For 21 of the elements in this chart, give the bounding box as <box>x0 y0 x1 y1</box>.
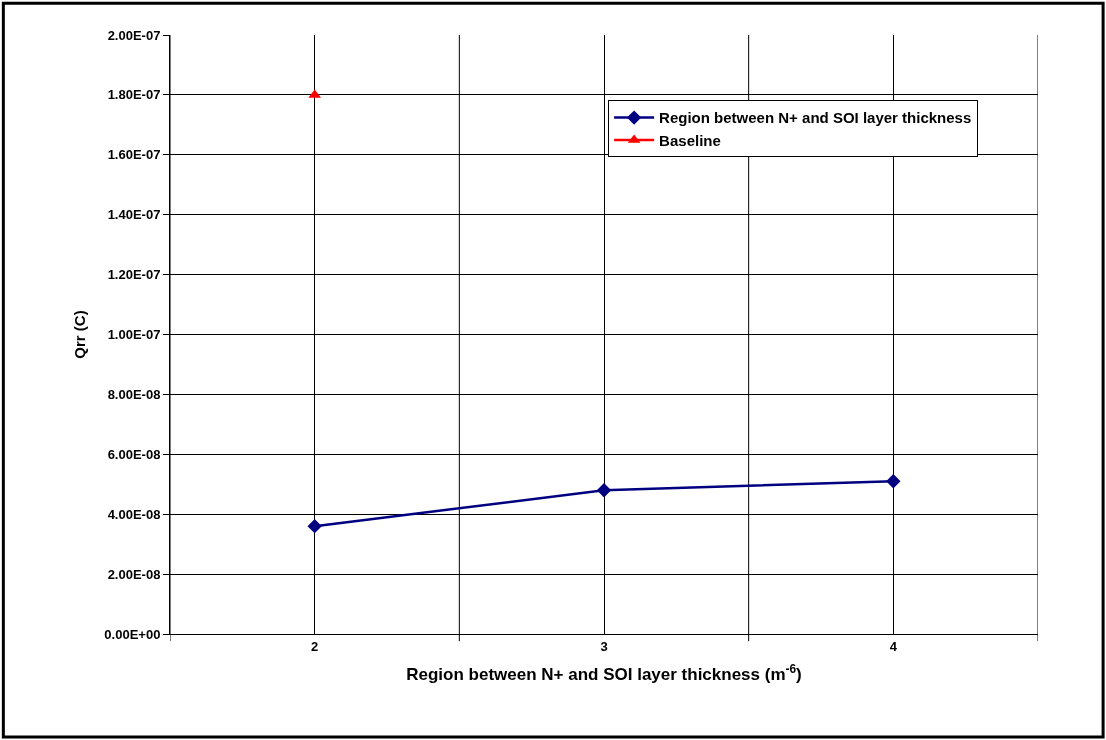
y-tick-label: 1.40E-07 <box>107 207 161 223</box>
x-tick-label: 4 <box>889 638 898 654</box>
point <box>307 519 322 534</box>
x-tick-label: 2 <box>311 638 319 654</box>
y-axis-title: Qrr (C) <box>70 310 88 359</box>
y-tick-label: 0.00E+00 <box>104 626 161 642</box>
legend-label: Baseline <box>659 131 721 149</box>
y-tick-label: 6.00E-08 <box>107 446 161 462</box>
y-tick-label: 1.00E-07 <box>107 327 161 343</box>
y-tick-label: 8.00E-08 <box>107 386 161 402</box>
x-tick-label: 3 <box>600 638 608 654</box>
y-tick-label: 2.00E-08 <box>107 566 161 582</box>
point <box>886 474 901 489</box>
y-tick-label: 1.80E-07 <box>107 87 161 103</box>
y-tick-label: 4.00E-08 <box>107 506 161 522</box>
legend-label: Region between N+ and SOI layer thickness <box>659 109 972 127</box>
y-tick-label: 1.20E-07 <box>107 267 161 283</box>
y-tick-label: 2.00E-07 <box>107 27 161 43</box>
y-tick-label: 1.60E-07 <box>107 147 161 163</box>
point <box>596 483 612 498</box>
x-axis-title: Region between N+ and SOI layer thickness (m$^{-6}$) <box>406 661 802 684</box>
